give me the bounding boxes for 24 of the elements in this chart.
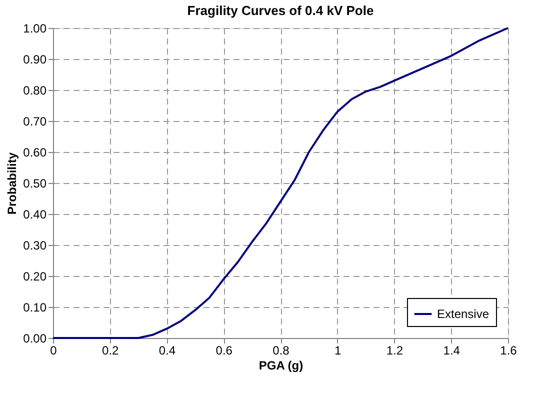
x-tick-label: 1.4 (443, 344, 460, 358)
y-tick-label: 0.00 (23, 332, 47, 346)
x-tick-label: 0 (50, 344, 58, 358)
y-tick-label: 0.30 (23, 238, 47, 252)
x-tick-label: 0.6 (216, 344, 233, 358)
x-tick-label: 0.2 (102, 344, 120, 358)
x-tick-label: 0.4 (158, 344, 176, 358)
x-tick-label: 1 (334, 344, 342, 358)
y-tick-label: 0.20 (23, 270, 47, 284)
legend-label: Extensive (437, 307, 490, 321)
y-tick-label: 0.80 (23, 84, 47, 98)
y-axis-title: Probability (5, 152, 20, 215)
y-tick-label: 0.40 (23, 208, 47, 222)
x-tick-label: 1.2 (386, 344, 404, 358)
y-tick-label: 0.10 (23, 300, 47, 314)
y-tick-label: 0.60 (23, 146, 47, 160)
y-tick-label: 1.00 (23, 22, 47, 36)
y-tick-label: 0.70 (23, 114, 47, 128)
y-tick-label: 0.50 (23, 176, 47, 190)
y-tick-label: 0.90 (23, 52, 47, 66)
chart-title: Fragility Curves of 0.4 kV Pole (187, 3, 374, 18)
x-tick-label: 1.6 (500, 344, 518, 358)
x-tick-label: 0.8 (272, 344, 290, 358)
x-axis-title: PGA (g) (258, 358, 304, 372)
